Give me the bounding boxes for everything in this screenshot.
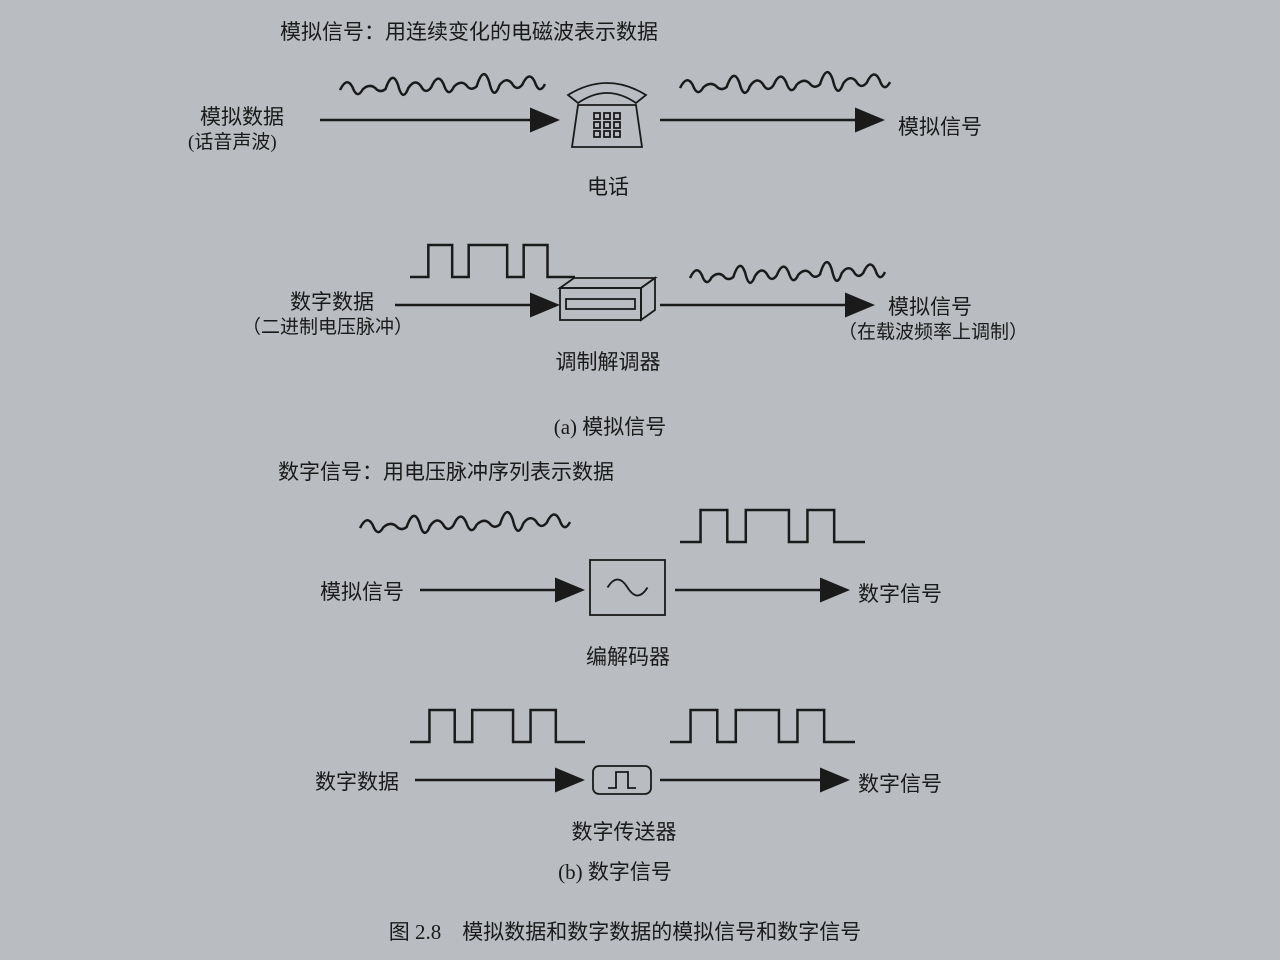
section-b-title: 数字信号：用电压脉冲序列表示数据 xyxy=(278,460,614,485)
left-label: 数字数据 xyxy=(315,770,399,795)
device-label: 电话 xyxy=(587,175,629,200)
right-sublabel: （在载波频率上调制） xyxy=(838,322,1028,345)
digital-wave xyxy=(410,245,575,277)
right-label: 模拟信号 xyxy=(898,115,982,140)
analog-wave xyxy=(680,72,890,93)
analog-wave xyxy=(340,74,545,95)
section-b-caption: (b) 数字信号 xyxy=(558,860,672,885)
telephone-icon xyxy=(572,105,642,147)
left-sublabel: (话音声波) xyxy=(188,132,277,155)
modem-icon xyxy=(560,278,655,288)
left-sublabel: （二进制电压脉冲） xyxy=(242,317,413,340)
figure-caption: 图 2.8 模拟数据和数字数据的模拟信号和数字信号 xyxy=(389,920,862,945)
digital-wave xyxy=(410,710,585,742)
right-label: 数字信号 xyxy=(858,582,942,607)
analog-wave xyxy=(360,512,570,533)
digital-wave xyxy=(680,510,865,542)
device-label: 数字传送器 xyxy=(572,820,677,845)
right-label: 数字信号 xyxy=(858,772,942,797)
left-label: 数字数据 xyxy=(290,290,374,315)
analog-wave xyxy=(690,262,885,283)
device-label: 调制解调器 xyxy=(556,350,661,375)
section-a-caption: (a) 模拟信号 xyxy=(554,415,667,440)
section-a-title: 模拟信号：用连续变化的电磁波表示数据 xyxy=(280,20,658,45)
right-label: 模拟信号 xyxy=(888,295,972,320)
transmitter-icon xyxy=(593,766,651,794)
device-label: 编解码器 xyxy=(586,645,670,670)
left-label: 模拟信号 xyxy=(320,580,404,605)
digital-wave xyxy=(670,710,855,742)
left-label: 模拟数据 xyxy=(200,105,284,130)
